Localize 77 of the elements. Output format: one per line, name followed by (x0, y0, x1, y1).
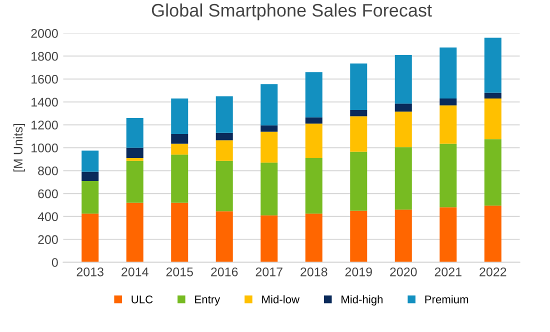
legend-label: ULC (132, 295, 153, 304)
bar (126, 118, 144, 148)
bar (216, 96, 233, 133)
bar (394, 112, 412, 148)
bar (216, 211, 233, 262)
x-tick-label: 2017 (256, 267, 282, 276)
y-tick-label: 1600 (32, 74, 58, 84)
bar (82, 214, 99, 262)
y-tick-label: 1800 (32, 52, 58, 61)
legend-label: Mid-high (342, 295, 383, 306)
y-tick-label: 800 (38, 166, 58, 176)
bar (171, 144, 188, 155)
bar (440, 105, 457, 144)
bar (305, 72, 322, 118)
bar (216, 160, 233, 212)
bar (440, 48, 457, 98)
bar (260, 215, 278, 262)
legend-label: Entry (195, 296, 220, 306)
bar (260, 84, 278, 126)
chart-title: Global Smartphone Sales Forecast (152, 3, 432, 20)
y-tick-label: 1200 (32, 120, 58, 130)
x-tick-label: 2021 (434, 267, 462, 276)
bar (126, 148, 144, 158)
x-tick-label: 2020 (390, 267, 417, 276)
bar (350, 110, 368, 116)
y-tick-label: 600 (38, 189, 58, 198)
y-axis-title: [M Units] (13, 124, 26, 172)
bar (350, 210, 368, 262)
x-tick-label: 2015 (166, 267, 193, 276)
x-tick-label: 2018 (300, 267, 328, 276)
bar (82, 180, 99, 214)
bar (260, 125, 278, 132)
x-tick-label: 2016 (211, 267, 238, 276)
bar (171, 98, 188, 134)
bar (171, 202, 188, 262)
bar (350, 116, 368, 152)
bar (440, 144, 457, 208)
bar (171, 154, 188, 203)
y-tick-label: 0 (52, 258, 58, 267)
bar (484, 206, 502, 262)
y-tick-label: 400 (38, 212, 58, 222)
bar (82, 150, 99, 172)
legend-label: Premium (425, 295, 468, 304)
bar (484, 139, 502, 206)
bar (484, 98, 502, 140)
legend-label: Mid-low (262, 295, 300, 304)
bar (126, 158, 144, 161)
bar (484, 92, 502, 98)
bar (305, 117, 322, 124)
bar (305, 214, 322, 262)
x-tick-label: 2022 (480, 267, 506, 276)
x-tick-label: 2014 (122, 267, 148, 276)
bar (216, 140, 233, 161)
bar (305, 124, 322, 158)
y-tick-label: 1400 (32, 98, 58, 107)
y-tick-label: 2000 (31, 29, 58, 38)
bar (216, 132, 233, 140)
bar (394, 147, 412, 210)
x-tick-label: 2013 (76, 267, 104, 276)
bar (171, 134, 188, 144)
bar (440, 98, 457, 106)
y-tick-label: 1000 (32, 144, 58, 152)
bar (350, 64, 368, 110)
y-tick-label: 200 (38, 235, 58, 244)
bar (305, 158, 322, 214)
bar (484, 38, 502, 93)
bar (260, 162, 278, 216)
bar (350, 152, 368, 211)
bar (394, 104, 412, 112)
bar (126, 202, 144, 262)
bar (394, 210, 412, 262)
bar (260, 132, 278, 163)
bar (126, 160, 144, 203)
bar (394, 54, 412, 104)
x-tick-label: 2019 (345, 267, 372, 276)
bar (440, 207, 457, 262)
bar (82, 172, 99, 181)
